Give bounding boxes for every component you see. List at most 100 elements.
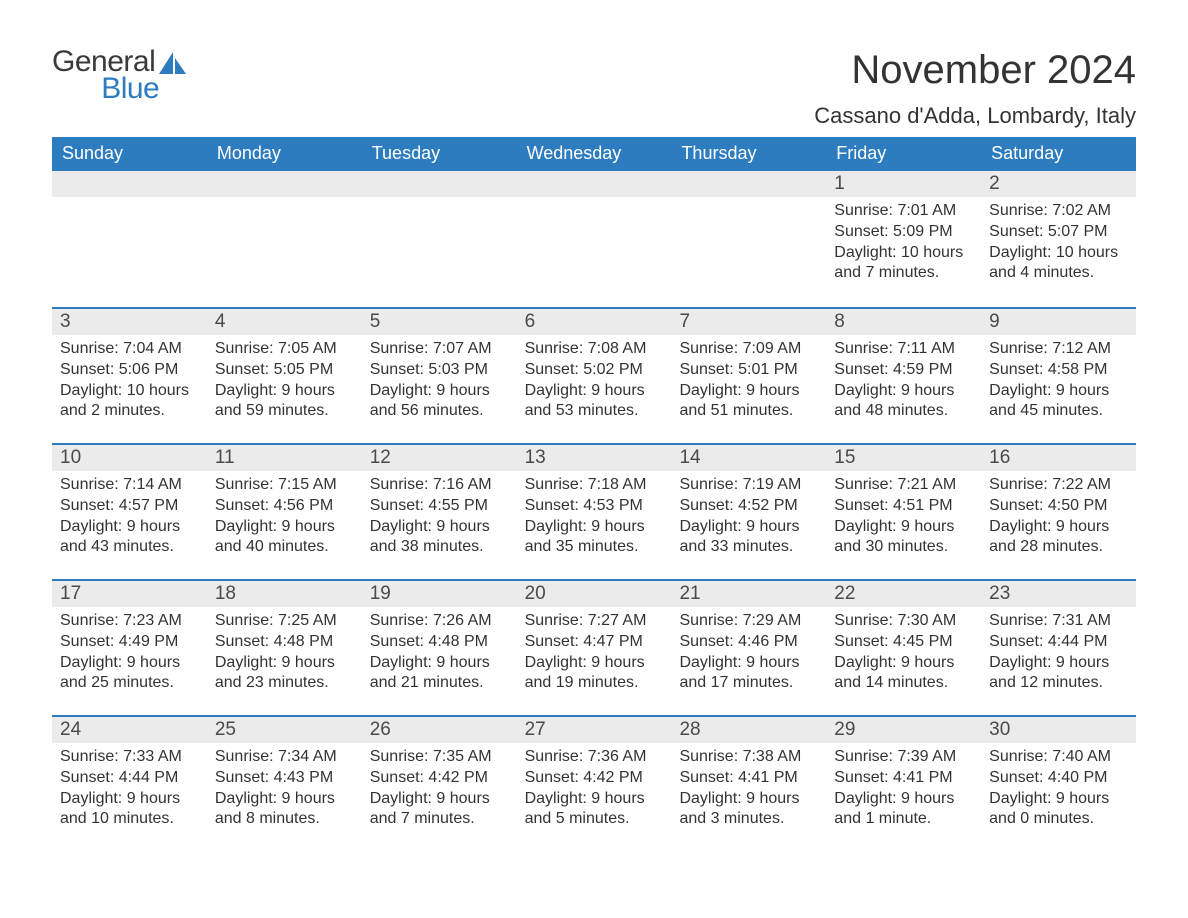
day-number: 17 [52, 581, 207, 607]
day-cell: 15Sunrise: 7:21 AMSunset: 4:51 PMDayligh… [826, 445, 981, 573]
daylight-text: Daylight: 9 hours and 3 minutes. [679, 789, 818, 831]
day-details: Sunrise: 7:31 AMSunset: 4:44 PMDaylight:… [981, 607, 1136, 700]
day-number: 1 [826, 171, 981, 197]
day-details: Sunrise: 7:35 AMSunset: 4:42 PMDaylight:… [362, 743, 517, 836]
day-details: Sunrise: 7:25 AMSunset: 4:48 PMDaylight:… [207, 607, 362, 700]
day-cell [517, 171, 672, 301]
day-cell: 4Sunrise: 7:05 AMSunset: 5:05 PMDaylight… [207, 309, 362, 437]
day-cell: 14Sunrise: 7:19 AMSunset: 4:52 PMDayligh… [671, 445, 826, 573]
day-cell: 11Sunrise: 7:15 AMSunset: 4:56 PMDayligh… [207, 445, 362, 573]
day-number: 16 [981, 445, 1136, 471]
day-details: Sunrise: 7:15 AMSunset: 4:56 PMDaylight:… [207, 471, 362, 564]
daylight-text: Daylight: 10 hours and 2 minutes. [60, 381, 199, 423]
day-details: Sunrise: 7:34 AMSunset: 4:43 PMDaylight:… [207, 743, 362, 836]
day-number: 27 [517, 717, 672, 743]
sunrise-text: Sunrise: 7:29 AM [679, 611, 818, 632]
day-number: 4 [207, 309, 362, 335]
daylight-text: Daylight: 9 hours and 8 minutes. [215, 789, 354, 831]
sunset-text: Sunset: 5:02 PM [525, 360, 664, 381]
sunset-text: Sunset: 5:05 PM [215, 360, 354, 381]
day-number: 13 [517, 445, 672, 471]
sunrise-text: Sunrise: 7:08 AM [525, 339, 664, 360]
weekday-header: Monday [207, 137, 362, 171]
day-details: Sunrise: 7:26 AMSunset: 4:48 PMDaylight:… [362, 607, 517, 700]
day-number: 15 [826, 445, 981, 471]
day-cell: 27Sunrise: 7:36 AMSunset: 4:42 PMDayligh… [517, 717, 672, 845]
empty-day-bar [671, 171, 826, 197]
sunrise-text: Sunrise: 7:05 AM [215, 339, 354, 360]
day-details: Sunrise: 7:08 AMSunset: 5:02 PMDaylight:… [517, 335, 672, 428]
sunset-text: Sunset: 4:42 PM [370, 768, 509, 789]
sunrise-text: Sunrise: 7:14 AM [60, 475, 199, 496]
day-details: Sunrise: 7:18 AMSunset: 4:53 PMDaylight:… [517, 471, 672, 564]
sunset-text: Sunset: 4:57 PM [60, 496, 199, 517]
day-details: Sunrise: 7:09 AMSunset: 5:01 PMDaylight:… [671, 335, 826, 428]
daylight-text: Daylight: 9 hours and 33 minutes. [679, 517, 818, 559]
daylight-text: Daylight: 10 hours and 4 minutes. [989, 243, 1128, 285]
day-cell: 16Sunrise: 7:22 AMSunset: 4:50 PMDayligh… [981, 445, 1136, 573]
sunset-text: Sunset: 4:44 PM [989, 632, 1128, 653]
sunset-text: Sunset: 4:44 PM [60, 768, 199, 789]
daylight-text: Daylight: 9 hours and 56 minutes. [370, 381, 509, 423]
daylight-text: Daylight: 9 hours and 35 minutes. [525, 517, 664, 559]
sunrise-text: Sunrise: 7:02 AM [989, 201, 1128, 222]
day-cell: 10Sunrise: 7:14 AMSunset: 4:57 PMDayligh… [52, 445, 207, 573]
daylight-text: Daylight: 9 hours and 7 minutes. [370, 789, 509, 831]
weeks-container: 1Sunrise: 7:01 AMSunset: 5:09 PMDaylight… [52, 171, 1136, 845]
week-row: 24Sunrise: 7:33 AMSunset: 4:44 PMDayligh… [52, 715, 1136, 845]
daylight-text: Daylight: 9 hours and 28 minutes. [989, 517, 1128, 559]
empty-day-bar [362, 171, 517, 197]
sunrise-text: Sunrise: 7:26 AM [370, 611, 509, 632]
sunrise-text: Sunrise: 7:39 AM [834, 747, 973, 768]
sunset-text: Sunset: 5:01 PM [679, 360, 818, 381]
location: Cassano d'Adda, Lombardy, Italy [814, 103, 1136, 129]
daylight-text: Daylight: 9 hours and 0 minutes. [989, 789, 1128, 831]
sunrise-text: Sunrise: 7:25 AM [215, 611, 354, 632]
day-number: 5 [362, 309, 517, 335]
day-details: Sunrise: 7:33 AMSunset: 4:44 PMDaylight:… [52, 743, 207, 836]
day-cell: 25Sunrise: 7:34 AMSunset: 4:43 PMDayligh… [207, 717, 362, 845]
week-row: 3Sunrise: 7:04 AMSunset: 5:06 PMDaylight… [52, 307, 1136, 437]
week-row: 10Sunrise: 7:14 AMSunset: 4:57 PMDayligh… [52, 443, 1136, 573]
weekday-header: Sunday [52, 137, 207, 171]
daylight-text: Daylight: 9 hours and 17 minutes. [679, 653, 818, 695]
sunrise-text: Sunrise: 7:23 AM [60, 611, 199, 632]
day-details: Sunrise: 7:36 AMSunset: 4:42 PMDaylight:… [517, 743, 672, 836]
sunrise-text: Sunrise: 7:18 AM [525, 475, 664, 496]
sunset-text: Sunset: 4:58 PM [989, 360, 1128, 381]
day-cell: 13Sunrise: 7:18 AMSunset: 4:53 PMDayligh… [517, 445, 672, 573]
day-cell: 2Sunrise: 7:02 AMSunset: 5:07 PMDaylight… [981, 171, 1136, 301]
day-number: 30 [981, 717, 1136, 743]
day-details: Sunrise: 7:01 AMSunset: 5:09 PMDaylight:… [826, 197, 981, 290]
sunrise-text: Sunrise: 7:15 AM [215, 475, 354, 496]
day-details: Sunrise: 7:05 AMSunset: 5:05 PMDaylight:… [207, 335, 362, 428]
day-cell: 26Sunrise: 7:35 AMSunset: 4:42 PMDayligh… [362, 717, 517, 845]
day-number: 23 [981, 581, 1136, 607]
sunset-text: Sunset: 4:51 PM [834, 496, 973, 517]
title-group: November 2024 Cassano d'Adda, Lombardy, … [814, 48, 1136, 129]
sunset-text: Sunset: 5:06 PM [60, 360, 199, 381]
day-cell: 19Sunrise: 7:26 AMSunset: 4:48 PMDayligh… [362, 581, 517, 709]
daylight-text: Daylight: 9 hours and 12 minutes. [989, 653, 1128, 695]
daylight-text: Daylight: 9 hours and 25 minutes. [60, 653, 199, 695]
daylight-text: Daylight: 9 hours and 23 minutes. [215, 653, 354, 695]
daylight-text: Daylight: 9 hours and 53 minutes. [525, 381, 664, 423]
day-number: 3 [52, 309, 207, 335]
day-number: 7 [671, 309, 826, 335]
sunset-text: Sunset: 4:48 PM [215, 632, 354, 653]
day-details: Sunrise: 7:39 AMSunset: 4:41 PMDaylight:… [826, 743, 981, 836]
sunrise-text: Sunrise: 7:12 AM [989, 339, 1128, 360]
day-number: 24 [52, 717, 207, 743]
sunset-text: Sunset: 4:53 PM [525, 496, 664, 517]
day-number: 20 [517, 581, 672, 607]
daylight-text: Daylight: 9 hours and 21 minutes. [370, 653, 509, 695]
day-cell: 20Sunrise: 7:27 AMSunset: 4:47 PMDayligh… [517, 581, 672, 709]
sunset-text: Sunset: 4:41 PM [679, 768, 818, 789]
daylight-text: Daylight: 9 hours and 40 minutes. [215, 517, 354, 559]
logo-blue-text: Blue [101, 75, 159, 102]
day-details: Sunrise: 7:12 AMSunset: 4:58 PMDaylight:… [981, 335, 1136, 428]
day-details: Sunrise: 7:21 AMSunset: 4:51 PMDaylight:… [826, 471, 981, 564]
sunset-text: Sunset: 4:46 PM [679, 632, 818, 653]
sunset-text: Sunset: 4:40 PM [989, 768, 1128, 789]
day-number: 9 [981, 309, 1136, 335]
